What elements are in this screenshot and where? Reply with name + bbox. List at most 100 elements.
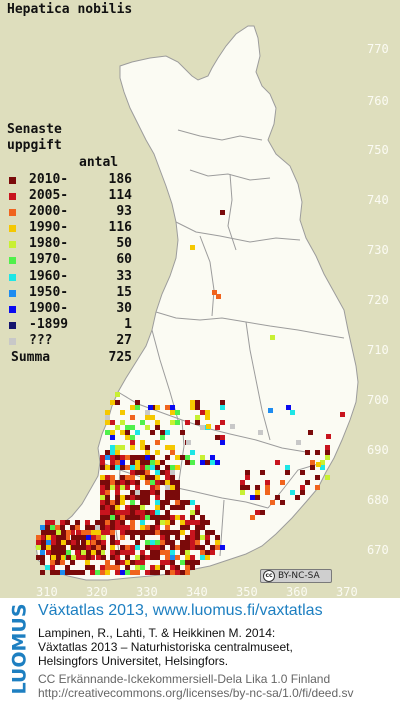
legend-count: 186 [108,172,132,187]
occurrence-square [310,460,315,465]
occurrence-square [56,545,61,550]
occurrence-square [155,545,160,550]
occurrence-square [155,540,160,545]
occurrence-square [150,460,155,465]
occurrence-square [175,410,180,415]
occurrence-square [255,495,260,500]
occurrence-square [185,455,190,460]
occurrence-square [100,455,105,460]
occurrence-square [155,425,160,430]
legend-count: 60 [116,252,132,268]
occurrence-square [170,495,175,500]
occurrence-square [51,545,56,550]
occurrence-square [130,455,135,460]
occurrence-square [220,210,225,215]
occurrence-square [205,540,210,545]
occurrence-square [50,565,55,570]
occurrence-square [155,465,160,470]
occurrence-square [300,470,305,475]
occurrence-square [120,525,125,530]
occurrence-square [155,475,160,480]
occurrence-square [120,545,125,550]
occurrence-square [165,465,170,470]
occurrence-square [100,525,105,530]
occurrence-square [110,400,115,405]
occurrence-square [46,535,51,540]
occurrence-square [51,550,56,555]
occurrence-square [125,465,130,470]
occurrence-square [185,555,190,560]
occurrence-square [205,535,210,540]
occurrence-square [260,510,265,515]
occurrence-square [175,420,180,425]
occurrence-square [155,570,160,575]
occurrence-square [105,455,110,460]
occurrence-square [265,480,270,485]
occurrence-square [150,555,155,560]
occurrence-square [120,530,125,535]
grid-label-750: 750 [367,143,389,157]
occurrence-square [200,515,205,520]
occurrence-square [210,460,215,465]
occurrence-square [36,540,41,545]
occurrence-square [155,565,160,570]
occurrence-square [140,565,145,570]
occurrence-square [190,530,195,535]
occurrence-square [135,510,140,515]
occurrence-square [120,500,125,505]
occurrence-square [150,515,155,520]
occurrence-square [85,520,90,525]
grid-labels-y: 770 760 750 740 730 720 710 700 690 680 … [367,42,389,557]
legend-row: 1950- 15 [7,285,132,301]
occurrence-square [160,430,165,435]
occurrence-square [110,530,115,535]
occurrence-square [115,465,120,470]
occurrence-square [71,545,76,550]
grid-label-770: 770 [367,42,389,56]
occurrence-square [145,495,150,500]
occurrence-square [101,530,106,535]
occurrence-square [130,500,135,505]
occurrence-square [165,500,170,505]
occurrence-square [105,465,110,470]
occurrence-square [285,465,290,470]
occurrence-square [96,545,101,550]
occurrence-square [91,545,96,550]
license-badge[interactable]: cc BY-NC-SA [260,569,332,583]
occurrence-square [150,540,155,545]
info-title-link[interactable]: Växtatlas 2013, www.luomus.fi/vaxtatlas [38,602,323,619]
occurrence-square [180,515,185,520]
occurrence-square [255,510,260,515]
occurrence-square [215,435,220,440]
occurrence-square [170,420,175,425]
occurrence-square [155,450,160,455]
occurrence-square [200,550,205,555]
occurrence-square [130,465,135,470]
occurrence-square [105,490,110,495]
occurrence-square [130,520,135,525]
grid-label-350: 350 [236,585,258,598]
occurrence-square [190,245,195,250]
occurrence-square [140,465,145,470]
occurrence-square [250,495,255,500]
occurrence-square [45,520,50,525]
occurrence-square [155,420,160,425]
occurrence-square [215,545,220,550]
occurrence-square [46,540,51,545]
occurrence-square [140,535,145,540]
occurrence-square [230,424,235,429]
occurrence-square [135,405,140,410]
occurrence-square [220,545,225,550]
occurrence-square [135,485,140,490]
occurrence-square [120,420,125,425]
occurrence-square [210,455,215,460]
legend-swatch [9,321,16,329]
occurrence-square [170,465,175,470]
occurrence-square [190,510,195,515]
occurrence-square [215,535,220,540]
occurrence-square [255,490,260,495]
occurrence-square [170,445,175,450]
license-line-2[interactable]: http://creativecommons.org/licenses/by-n… [38,686,354,700]
occurrence-square [165,405,170,410]
occurrence-square [315,475,320,480]
